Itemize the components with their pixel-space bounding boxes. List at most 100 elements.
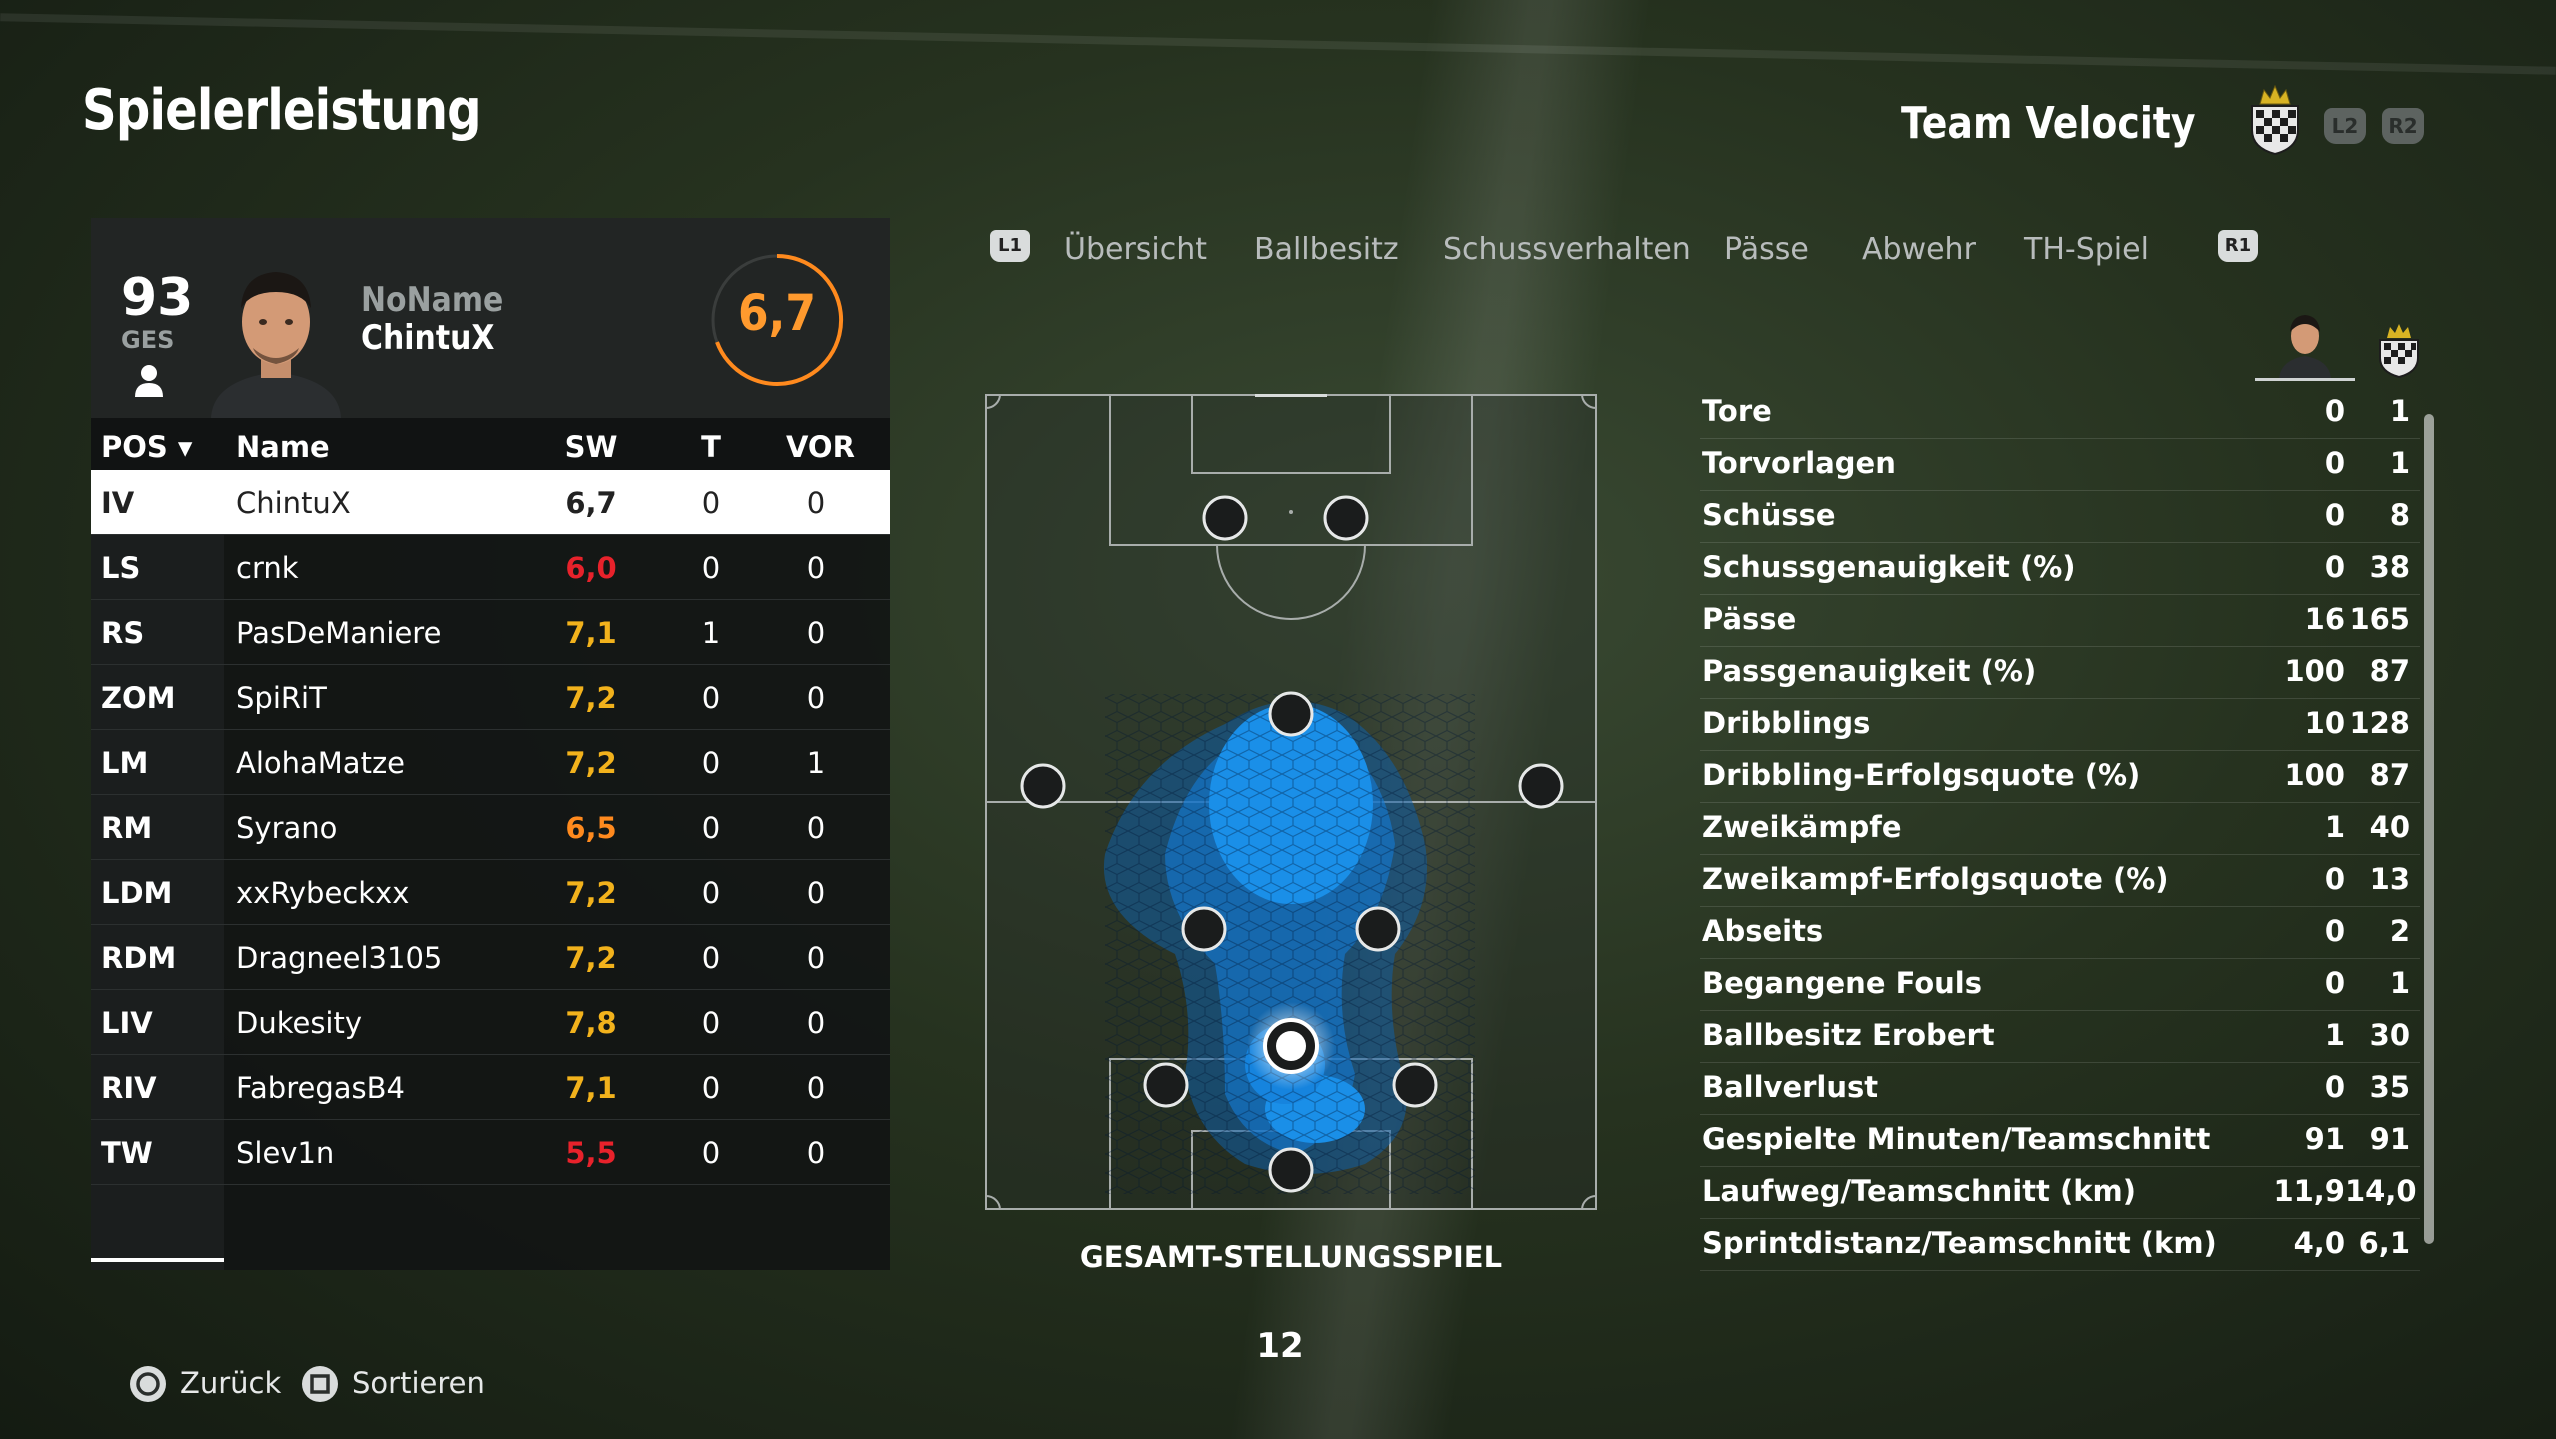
stat-label: Laufweg/Teamschnitt (km) bbox=[1702, 1174, 2137, 1208]
roster-sw: 7,8 bbox=[565, 1006, 617, 1040]
stat-player: 0 bbox=[2324, 1070, 2345, 1104]
stat-row: Schüsse 0 8 bbox=[1700, 490, 2420, 543]
name-header[interactable]: Name bbox=[236, 430, 330, 464]
sw-header[interactable]: SW bbox=[564, 430, 618, 464]
roster-name: AlohaMatze bbox=[236, 746, 406, 780]
roster-name: xxRybeckxx bbox=[236, 876, 410, 910]
tab-th-spiel[interactable]: TH-Spiel bbox=[2024, 232, 2149, 267]
roster-pos: RS bbox=[101, 616, 145, 650]
square-button-icon[interactable] bbox=[300, 1364, 340, 1404]
stat-row: Laufweg/Teamschnitt (km) 11,9 14,0 bbox=[1700, 1166, 2420, 1219]
rating-ring bbox=[711, 254, 844, 386]
roster-row[interactable]: ZOM SpiRiT 7,2 0 0 bbox=[91, 665, 890, 730]
r2-button-icon[interactable]: R2 bbox=[2382, 108, 2424, 144]
sort-button[interactable]: Sortieren bbox=[352, 1366, 485, 1400]
stat-label: Ballbesitz Erobert bbox=[1702, 1018, 1995, 1052]
stat-team: 165 bbox=[2349, 602, 2410, 636]
roster-row[interactable]: RIV FabregasB4 7,1 0 0 bbox=[91, 1055, 890, 1120]
stat-row: Pässe 16 165 bbox=[1700, 594, 2420, 647]
roster-pos: RDM bbox=[101, 941, 177, 975]
roster-sw: 7,2 bbox=[565, 681, 617, 715]
stat-player: 1 bbox=[2324, 810, 2345, 844]
tab-abwehr[interactable]: Abwehr bbox=[1862, 232, 1976, 267]
stat-player: 0 bbox=[2324, 914, 2345, 948]
stat-team: 1 bbox=[2389, 446, 2410, 480]
stat-team: 8 bbox=[2389, 498, 2410, 532]
stat-label: Torvorlagen bbox=[1702, 446, 1896, 480]
stat-label: Passgenauigkeit (%) bbox=[1702, 654, 2037, 688]
roster-t: 0 bbox=[701, 1136, 721, 1170]
l2-button-icon[interactable]: L2 bbox=[2324, 108, 2366, 144]
roster-name: FabregasB4 bbox=[236, 1071, 405, 1105]
stat-row: Dribblings 10 128 bbox=[1700, 698, 2420, 751]
team-crest-icon bbox=[2246, 84, 2304, 156]
stat-row: Schussgenauigkeit (%) 0 38 bbox=[1700, 542, 2420, 595]
stat-team: 2 bbox=[2389, 914, 2410, 948]
roster-row[interactable]: RM Syrano 6,5 0 0 bbox=[91, 795, 890, 860]
back-button[interactable]: Zurück bbox=[180, 1366, 282, 1400]
r1-button-icon[interactable]: R1 bbox=[2218, 230, 2258, 262]
stat-team: 87 bbox=[2369, 654, 2410, 688]
roster-name: SpiRiT bbox=[236, 681, 327, 715]
roster-header: POS ▾ Name SW T VOR bbox=[91, 418, 890, 470]
roster-row[interactable]: LS crnk 6,0 0 0 bbox=[91, 535, 890, 600]
tab-paesse[interactable]: Pässe bbox=[1724, 232, 1809, 267]
player-name: ChintuX bbox=[361, 318, 495, 358]
stat-row: Ballbesitz Erobert 1 30 bbox=[1700, 1010, 2420, 1063]
tab-uebersicht[interactable]: Übersicht bbox=[1064, 232, 1208, 267]
stat-player: 100 bbox=[2284, 758, 2345, 792]
roster-t: 0 bbox=[701, 941, 721, 975]
roster-sw: 7,1 bbox=[565, 1071, 617, 1105]
stat-team: 40 bbox=[2369, 810, 2410, 844]
team-column-crest-icon bbox=[2379, 324, 2419, 378]
player-dot-lm bbox=[1020, 763, 1066, 809]
circle-button-icon[interactable] bbox=[128, 1364, 168, 1404]
stat-player: 11,9 bbox=[2273, 1174, 2345, 1208]
roster-row[interactable]: RDM Dragneel3105 7,2 0 0 bbox=[91, 925, 890, 990]
player-dot-ls bbox=[1202, 495, 1248, 541]
roster-sw: 7,2 bbox=[565, 746, 617, 780]
tab-ballbesitz[interactable]: Ballbesitz bbox=[1254, 232, 1399, 267]
roster-row[interactable]: RS PasDeManiere 7,1 1 0 bbox=[91, 600, 890, 665]
stats-scrollbar[interactable] bbox=[2424, 414, 2434, 1244]
roster-t: 0 bbox=[701, 1071, 721, 1105]
roster-t: 0 bbox=[701, 551, 721, 585]
l1-button-icon[interactable]: L1 bbox=[990, 230, 1030, 262]
roster-sw: 5,5 bbox=[565, 1136, 617, 1170]
stat-player: 0 bbox=[2324, 966, 2345, 1000]
pos-header[interactable]: POS ▾ bbox=[101, 430, 193, 464]
player-dot-liv bbox=[1143, 1062, 1189, 1108]
stat-row: Passgenauigkeit (%) 100 87 bbox=[1700, 646, 2420, 699]
stat-label: Schussgenauigkeit (%) bbox=[1702, 550, 2076, 584]
player-column-underline bbox=[2255, 378, 2355, 381]
roster-vor: 0 bbox=[806, 1136, 826, 1170]
tab-schussverhalten[interactable]: Schussverhalten bbox=[1443, 232, 1691, 267]
player-panel: 93 GES NoName ChintuX 6,7 POS ▾ Name SW … bbox=[91, 218, 890, 1270]
roster-pos: ZOM bbox=[101, 681, 176, 715]
stat-row: Dribbling-Erfolgsquote (%) 100 87 bbox=[1700, 750, 2420, 803]
roster-sw: 7,2 bbox=[565, 941, 617, 975]
stat-player: 100 bbox=[2284, 654, 2345, 688]
roster-row[interactable]: TW Slev1n 5,5 0 0 bbox=[91, 1120, 890, 1185]
roster-row[interactable]: IV ChintuX 6,7 0 0 bbox=[91, 470, 890, 535]
t-header[interactable]: T bbox=[701, 430, 721, 464]
stat-label: Gespielte Minuten/Teamschnitt bbox=[1702, 1122, 2211, 1156]
roster-sw: 7,2 bbox=[565, 876, 617, 910]
roster-vor: 0 bbox=[806, 486, 826, 520]
roster-pos: TW bbox=[101, 1136, 153, 1170]
positioning-heatmap bbox=[985, 394, 1597, 1210]
stat-team: 87 bbox=[2369, 758, 2410, 792]
roster-name: ChintuX bbox=[236, 486, 351, 520]
stat-team: 13 bbox=[2369, 862, 2410, 896]
roster-row[interactable]: LIV Dukesity 7,8 0 0 bbox=[91, 990, 890, 1055]
stat-label: Zweikämpfe bbox=[1702, 810, 1902, 844]
roster-row[interactable]: LDM xxRybeckxx 7,2 0 0 bbox=[91, 860, 890, 925]
page-title: Spielerleistung bbox=[82, 78, 482, 143]
roster-row[interactable]: LM AlohaMatze 7,2 0 1 bbox=[91, 730, 890, 795]
stat-team: 1 bbox=[2389, 394, 2410, 428]
roster-sw: 6,0 bbox=[565, 551, 617, 585]
stat-team: 38 bbox=[2369, 550, 2410, 584]
vor-header[interactable]: VOR bbox=[786, 430, 855, 464]
stat-label: Abseits bbox=[1702, 914, 1824, 948]
stat-player: 0 bbox=[2324, 550, 2345, 584]
